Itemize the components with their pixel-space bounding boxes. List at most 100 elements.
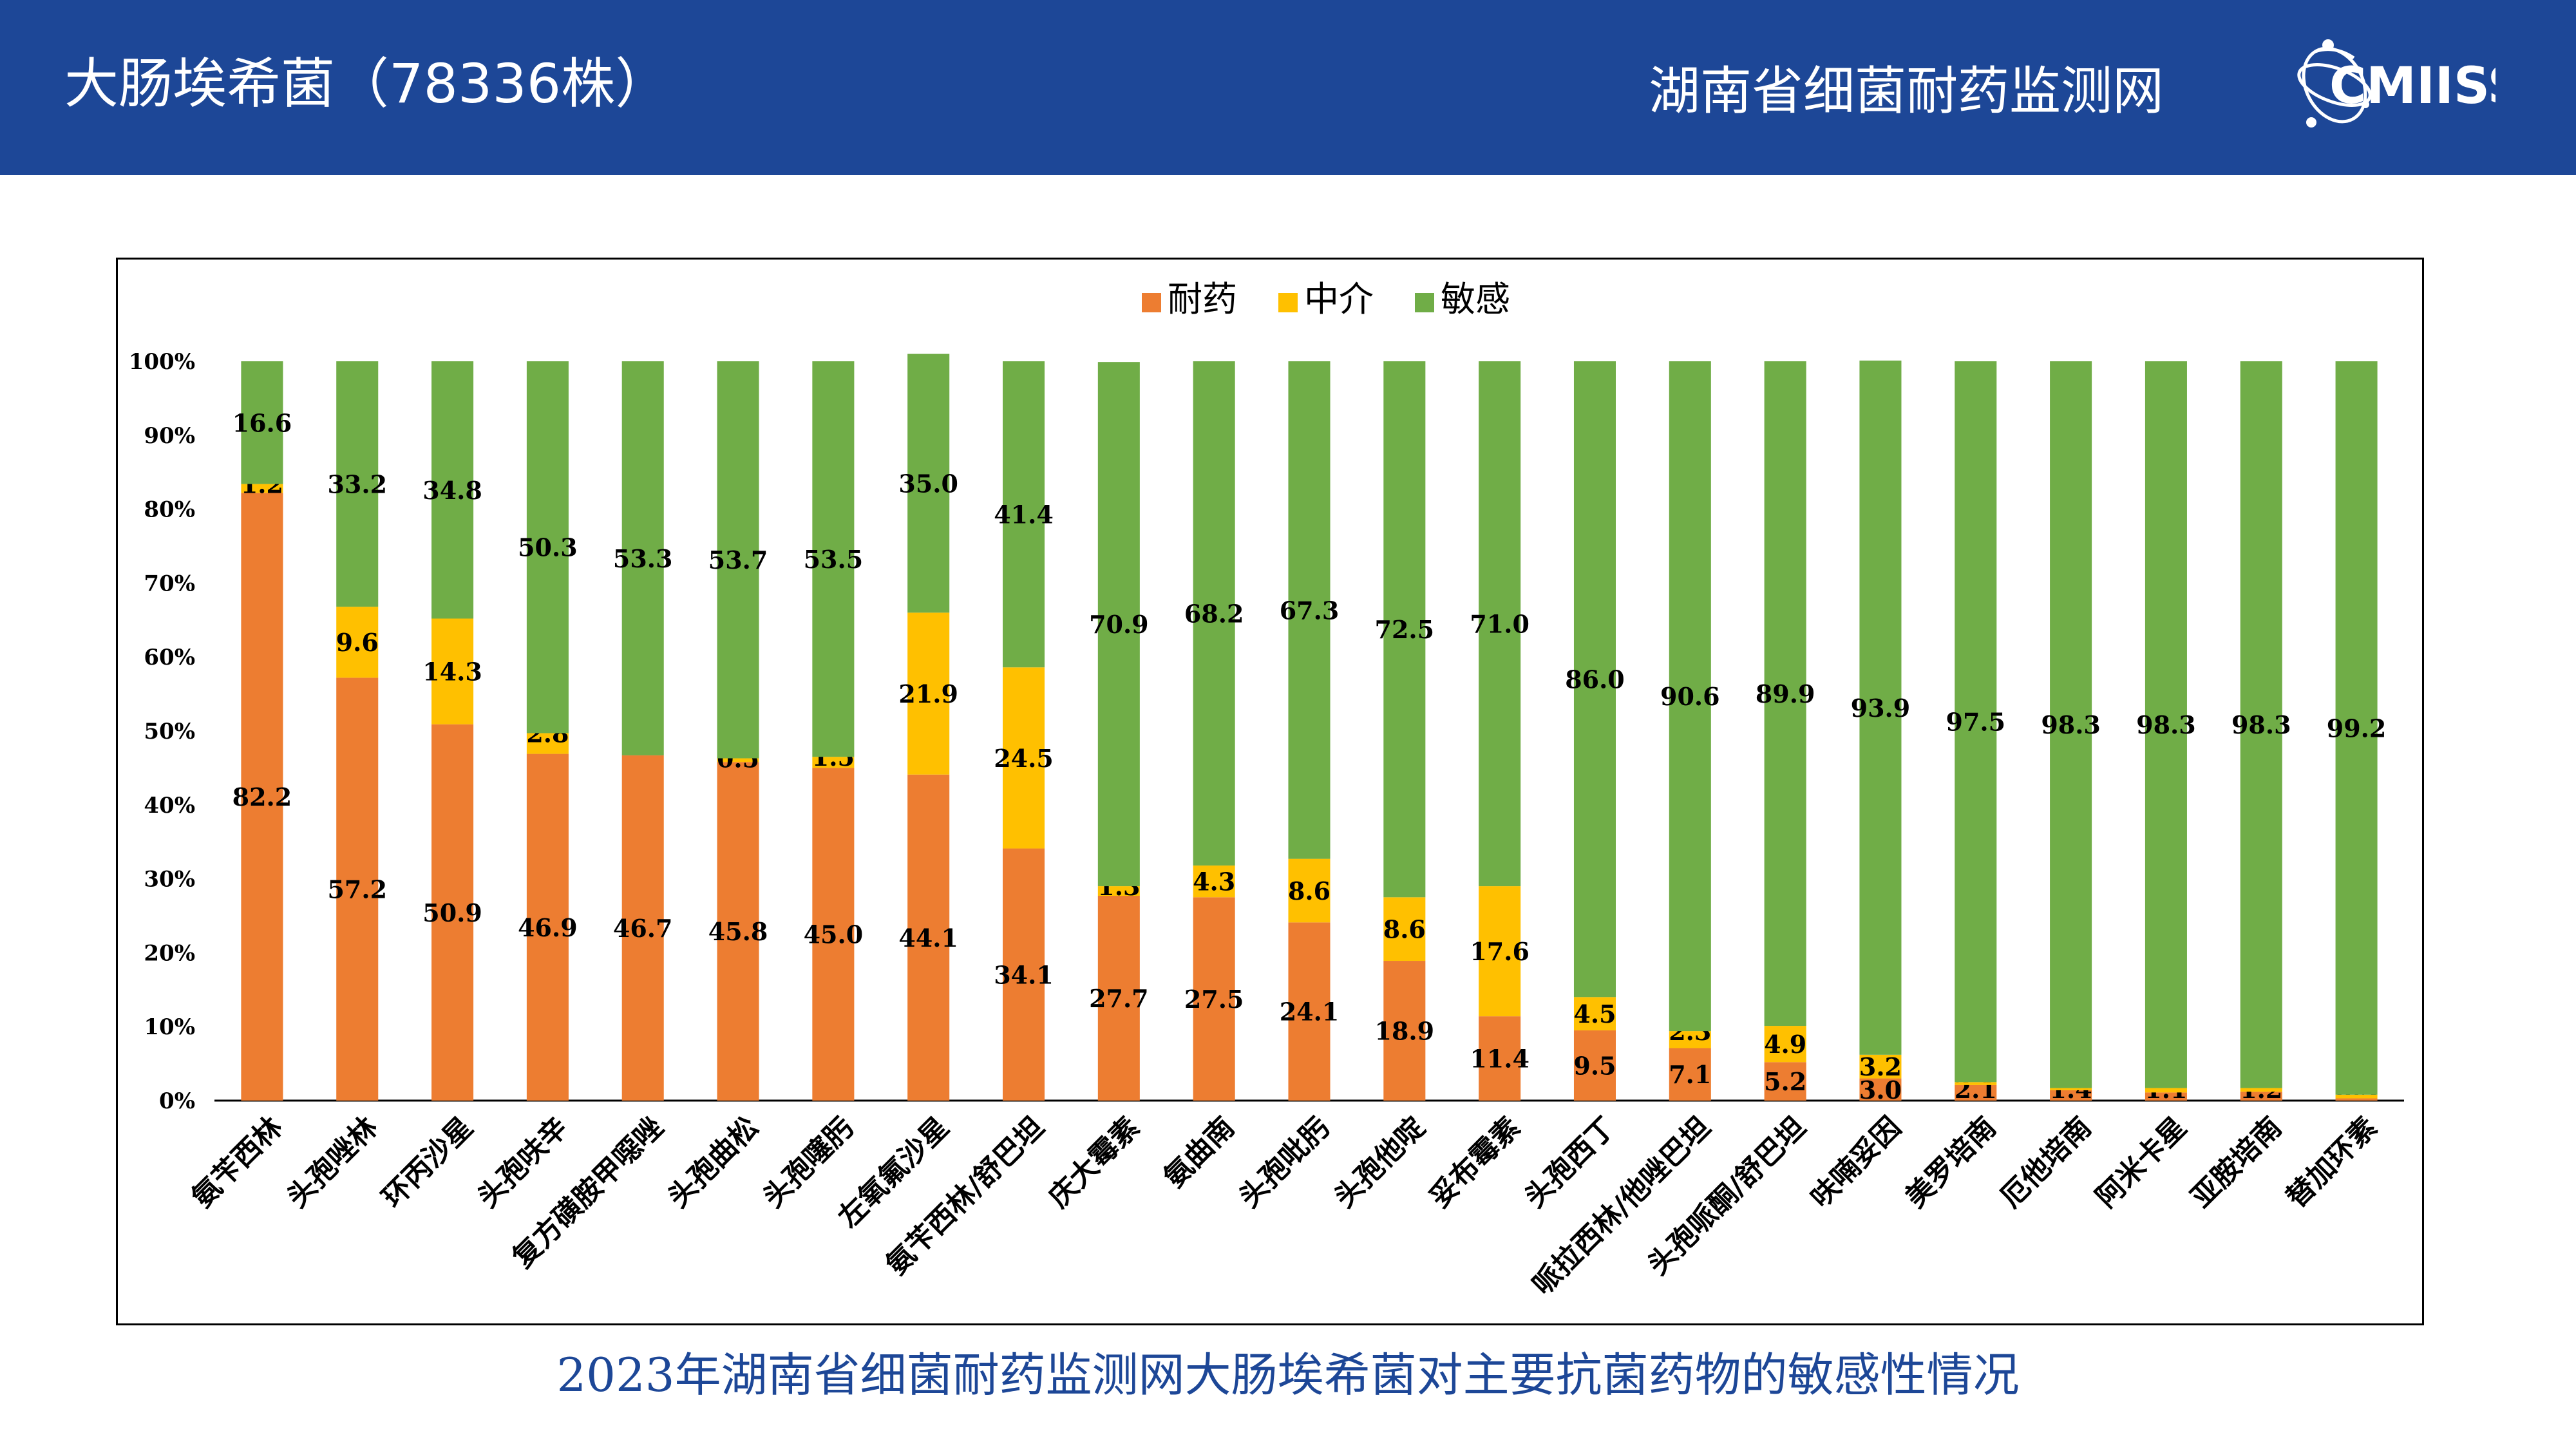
data-label-1-10: 4.3 bbox=[1193, 867, 1235, 896]
data-label-0-16: 5.2 bbox=[1764, 1067, 1806, 1096]
bar-segment-2-10 bbox=[1193, 361, 1235, 866]
x-category-label-18: 美罗培南 bbox=[1899, 1111, 2003, 1215]
bar-segment-1-0 bbox=[241, 484, 283, 493]
bar-segment-0-16 bbox=[1764, 1062, 1806, 1101]
page-title: 大肠埃希菌（78336株） bbox=[64, 52, 670, 115]
data-label-1-16: 4.9 bbox=[1764, 1030, 1806, 1059]
bar-segment-1-7 bbox=[907, 612, 950, 775]
x-category-label-17: 呋喃妥因 bbox=[1804, 1111, 1908, 1215]
header-bar: 大肠埃希菌（78336株） 湖南省细菌耐药监测网 CMIISS bbox=[0, 0, 2576, 175]
bar-segment-2-22 bbox=[2335, 361, 2378, 1095]
legend-swatch-1 bbox=[1278, 293, 1298, 312]
y-tick-label: 0% bbox=[159, 1088, 195, 1114]
x-category-label-15: 哌拉西林/他唑巴坦 bbox=[1526, 1111, 1717, 1302]
bar-segment-1-17 bbox=[1859, 1054, 1902, 1079]
bar-segment-0-4 bbox=[621, 755, 664, 1101]
bar-segment-1-18 bbox=[1955, 1082, 1997, 1085]
bar-segment-1-3 bbox=[526, 733, 569, 754]
x-category-label-13: 妥布霉素 bbox=[1423, 1111, 1527, 1215]
bar-segment-1-9 bbox=[1097, 886, 1140, 896]
bar-segment-0-5 bbox=[717, 762, 759, 1101]
data-label-2-4: 53.3 bbox=[613, 544, 673, 573]
bar-segment-0-10 bbox=[1193, 897, 1235, 1101]
data-label-0-17: 3.0 bbox=[1859, 1075, 1902, 1104]
bar-segment-2-6 bbox=[812, 361, 855, 757]
y-tick-label: 10% bbox=[144, 1014, 195, 1040]
data-label-2-9: 70.9 bbox=[1089, 610, 1149, 639]
data-label-2-12: 72.5 bbox=[1375, 615, 1435, 644]
data-label-2-16: 89.9 bbox=[1756, 679, 1815, 708]
x-category-label-22: 替加环素 bbox=[2280, 1111, 2383, 1215]
bar-segment-2-2 bbox=[431, 361, 474, 619]
data-label-2-17: 93.9 bbox=[1851, 694, 1911, 723]
bar-segment-0-20 bbox=[2145, 1092, 2187, 1101]
chart-frame: 耐药 中介 敏感 0% 10% 20% 30% 40% 50% 60% 70% 80% 90% 100% 8… bbox=[116, 258, 2424, 1325]
data-label-2-14: 86.0 bbox=[1565, 665, 1625, 694]
x-category-label-1: 头孢唑林 bbox=[281, 1111, 384, 1215]
bar-segment-0-14 bbox=[1573, 1030, 1616, 1101]
data-label-1-14: 4.5 bbox=[1573, 999, 1616, 1028]
bar-segment-0-13 bbox=[1479, 1016, 1521, 1101]
data-label-2-0: 16.6 bbox=[232, 408, 292, 437]
legend-swatch-0 bbox=[1142, 293, 1161, 312]
y-tick-label: 100% bbox=[129, 349, 195, 375]
legend-swatch-2 bbox=[1415, 293, 1434, 312]
data-label-1-2: 14.3 bbox=[422, 658, 482, 687]
bar-segment-1-10 bbox=[1193, 865, 1235, 898]
y-tick-label: 20% bbox=[144, 940, 195, 966]
data-label-0-7: 44.1 bbox=[898, 923, 958, 952]
data-label-1-12: 8.6 bbox=[1383, 915, 1426, 944]
data-label-0-12: 18.9 bbox=[1375, 1017, 1435, 1046]
y-tick-label: 40% bbox=[144, 793, 195, 819]
data-label-2-6: 53.5 bbox=[804, 545, 864, 574]
bar-segment-2-0 bbox=[241, 361, 283, 484]
y-tick-label: 30% bbox=[144, 867, 195, 893]
y-tick-label: 80% bbox=[144, 497, 195, 523]
bar-segment-0-1 bbox=[336, 677, 379, 1101]
bar-segment-1-22 bbox=[2335, 1094, 2378, 1099]
bar-segment-1-16 bbox=[1764, 1026, 1806, 1063]
y-tick-label: 70% bbox=[144, 571, 195, 596]
data-label-0-1: 57.2 bbox=[327, 875, 387, 904]
data-label-0-2: 50.9 bbox=[422, 898, 482, 927]
data-label-0-15: 7.1 bbox=[1669, 1060, 1711, 1089]
data-label-0-10: 27.5 bbox=[1184, 985, 1244, 1014]
data-label-1-8: 24.5 bbox=[994, 744, 1054, 773]
bar-segment-1-14 bbox=[1573, 997, 1616, 1030]
bar-segment-0-2 bbox=[431, 724, 474, 1101]
data-label-2-2: 34.8 bbox=[422, 476, 482, 505]
x-category-label-0: 氨苄西林 bbox=[185, 1111, 289, 1215]
x-category-label-19: 厄他培南 bbox=[1994, 1111, 2098, 1215]
bar-segment-2-12 bbox=[1383, 361, 1426, 898]
x-category-label-9: 庆大霉素 bbox=[1043, 1111, 1146, 1215]
bar-segment-0-8 bbox=[1003, 848, 1045, 1101]
data-label-1-11: 8.6 bbox=[1288, 876, 1331, 905]
bar-segment-2-13 bbox=[1479, 361, 1521, 887]
x-category-label-2: 环丙沙星 bbox=[376, 1111, 480, 1215]
x-category-label-12: 头孢他啶 bbox=[1328, 1111, 1432, 1215]
data-label-1-17: 3.2 bbox=[1859, 1052, 1902, 1081]
data-label-0-5: 45.8 bbox=[708, 917, 768, 946]
data-label-2-22: 99.2 bbox=[2327, 714, 2387, 743]
data-label-2-20: 98.3 bbox=[2136, 710, 2196, 739]
bar-segment-1-8 bbox=[1003, 667, 1045, 849]
legend-label-0: 耐药 bbox=[1168, 279, 1237, 319]
legend-label-1: 中介 bbox=[1304, 279, 1374, 319]
bar-segment-1-2 bbox=[431, 618, 474, 724]
cmiiss-logo: CMIISS bbox=[2297, 39, 2496, 128]
data-label-0-11: 24.1 bbox=[1280, 998, 1340, 1027]
x-category-label-16: 头孢哌酮/舒巴坦 bbox=[1642, 1111, 1812, 1282]
bar-segment-0-12 bbox=[1383, 961, 1426, 1101]
bar-segment-2-7 bbox=[907, 354, 950, 613]
data-label-0-3: 46.9 bbox=[518, 913, 578, 942]
bar-segment-2-3 bbox=[526, 361, 569, 734]
bar-segment-1-19 bbox=[2050, 1088, 2092, 1090]
bar-segment-1-1 bbox=[336, 607, 379, 678]
bar-segment-0-18 bbox=[1955, 1084, 1997, 1101]
bar-segment-0-0 bbox=[241, 493, 283, 1101]
data-label-0-4: 46.7 bbox=[613, 914, 673, 943]
figure-caption: 2023年湖南省细菌耐药监测网大肠埃希菌对主要抗菌药物的敏感性情况 bbox=[556, 1348, 2020, 1402]
logo-text: CMIISS bbox=[2329, 57, 2496, 115]
x-category-label-10: 氨曲南 bbox=[1158, 1111, 1241, 1194]
y-tick-label: 50% bbox=[144, 719, 195, 744]
